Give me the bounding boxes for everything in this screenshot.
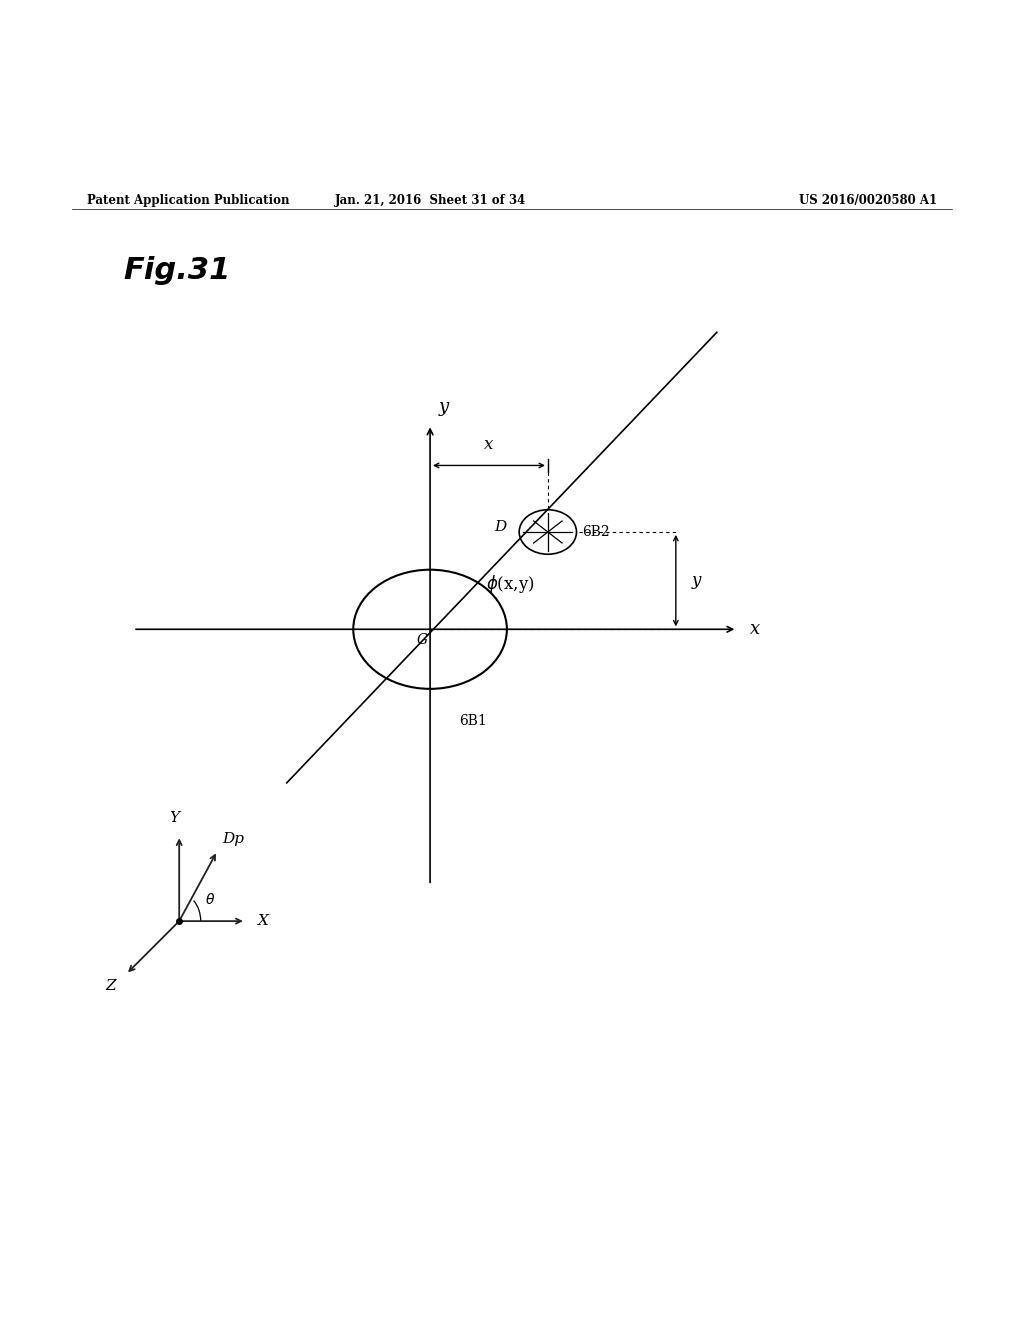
Text: Patent Application Publication: Patent Application Publication [87, 194, 290, 207]
Text: Fig.31: Fig.31 [123, 256, 230, 285]
Text: $\phi$(x,y): $\phi$(x,y) [486, 573, 535, 595]
Text: y: y [438, 399, 449, 416]
Text: x: x [484, 436, 494, 453]
Text: Jan. 21, 2016  Sheet 31 of 34: Jan. 21, 2016 Sheet 31 of 34 [335, 194, 525, 207]
Text: x: x [750, 620, 760, 639]
Text: 6B1: 6B1 [459, 714, 487, 729]
Text: G: G [417, 632, 427, 647]
Text: $\theta$: $\theta$ [205, 892, 215, 907]
Text: 6B2: 6B2 [582, 525, 609, 539]
Text: US 2016/0020580 A1: US 2016/0020580 A1 [799, 194, 937, 207]
Text: D: D [495, 520, 507, 533]
Text: y: y [691, 572, 700, 589]
Text: Dp: Dp [222, 832, 245, 846]
Text: Y: Y [169, 810, 179, 825]
Text: X: X [258, 915, 269, 928]
Text: Z: Z [105, 979, 116, 994]
